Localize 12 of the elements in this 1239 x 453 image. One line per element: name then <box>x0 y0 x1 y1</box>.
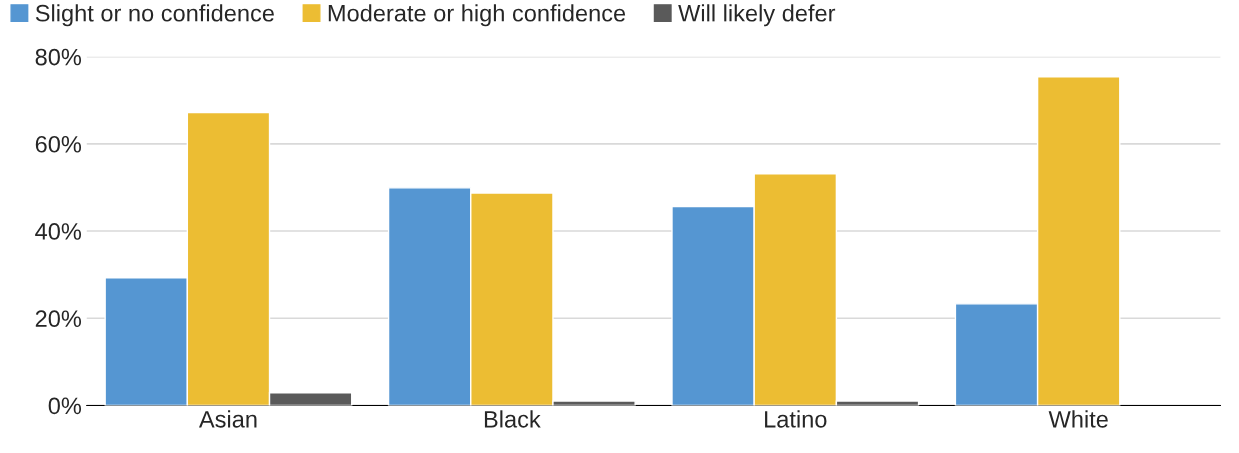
y-tick-label: 20% <box>35 310 82 328</box>
x-tick-label: Asian <box>198 410 257 428</box>
y-tick-label: 0% <box>48 397 82 415</box>
y-tick-label: 60% <box>35 135 82 153</box>
y-tick-label: 40% <box>35 223 82 240</box>
legend-label: Will likely defer <box>678 4 836 27</box>
x-tick-label: Latino <box>765 410 827 428</box>
y-tick-label: 80% <box>35 48 82 66</box>
legend-label: Moderate or high confidence <box>328 4 626 27</box>
x-tick-label: Black <box>484 410 541 428</box>
legend-label: Slight or no confidence <box>35 4 274 27</box>
x-tick-label: White <box>1048 410 1108 428</box>
